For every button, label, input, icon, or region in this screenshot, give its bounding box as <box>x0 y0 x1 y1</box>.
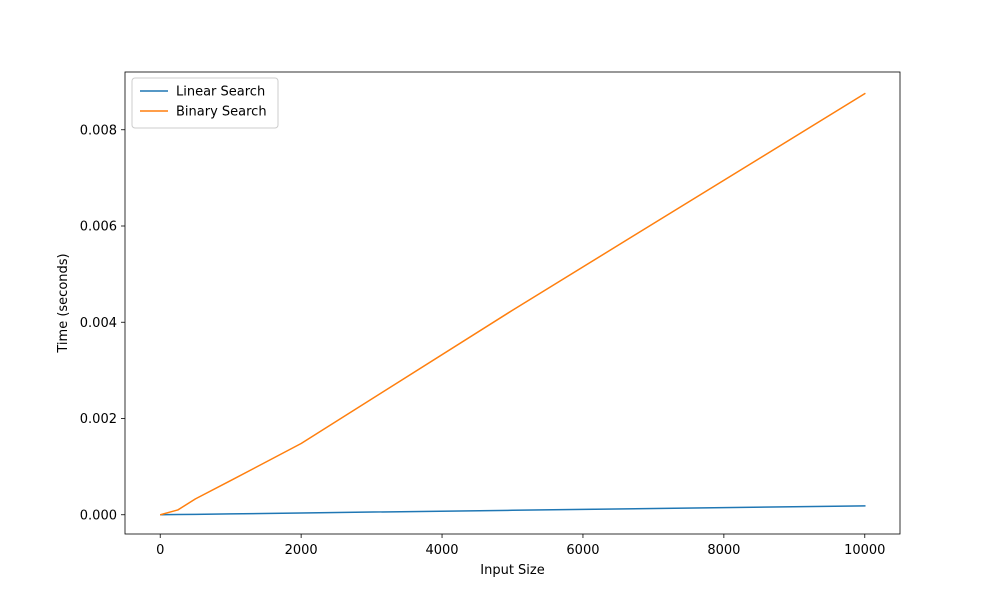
y-tick-label: 0.004 <box>80 316 117 331</box>
x-tick-label: 8000 <box>707 543 740 558</box>
x-tick-label: 10000 <box>844 543 885 558</box>
plot-area: 0 2000 4000 6000 8000 10000 0.000 0.002 0.004 0.0… <box>80 71 901 558</box>
x-axis-label: Input Size <box>480 563 544 578</box>
x-tick-label: 4000 <box>425 543 458 558</box>
x-tick-label: 0 <box>156 543 164 558</box>
y-tick-label: 0.008 <box>80 123 117 138</box>
y-tick-label: 0.002 <box>80 412 117 427</box>
series-line-linear-search <box>160 505 866 516</box>
series-line-binary-search <box>160 92 866 516</box>
y-tick-label: 0.006 <box>80 220 117 235</box>
y-axis-label: Time (seconds) <box>56 253 71 353</box>
legend: Linear Search Binary Search <box>131 77 279 129</box>
legend-label: Linear Search <box>176 85 265 100</box>
plot-frame <box>124 71 901 535</box>
x-tick-label: 6000 <box>566 543 599 558</box>
legend-box <box>131 77 279 129</box>
legend-label: Binary Search <box>176 105 267 120</box>
x-tick-label: 2000 <box>285 543 318 558</box>
y-tick-label: 0.000 <box>80 508 117 523</box>
